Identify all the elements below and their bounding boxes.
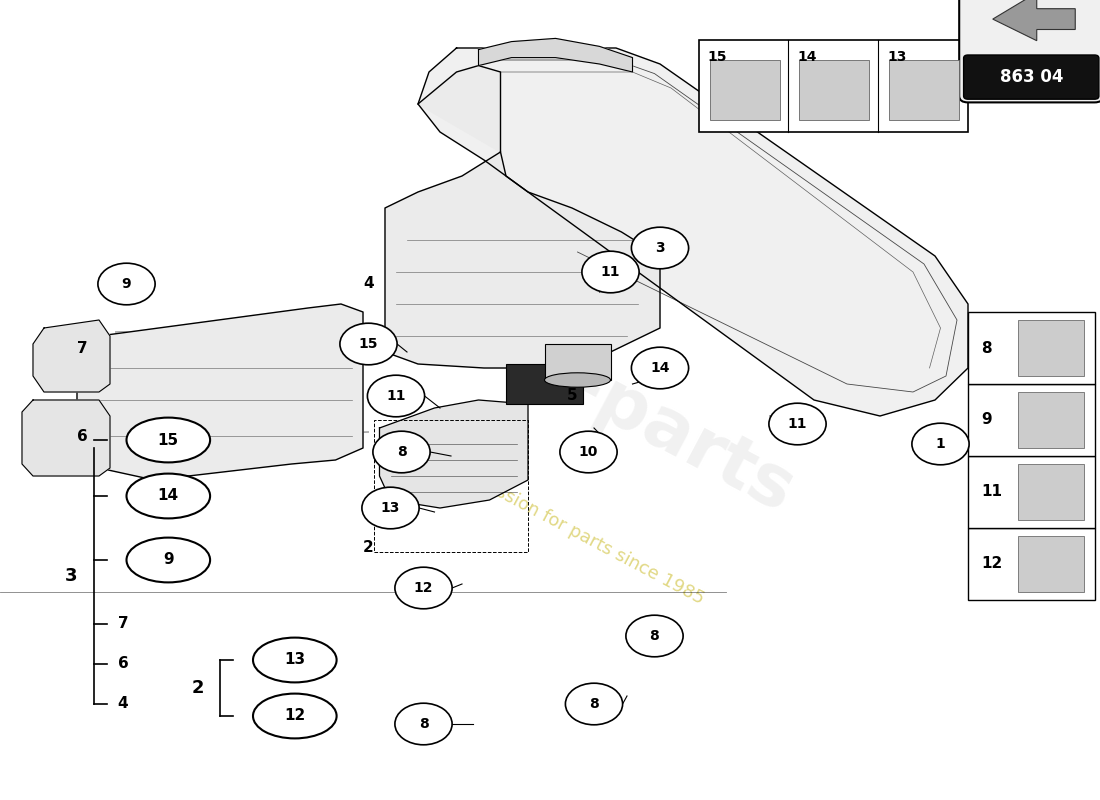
Text: 13: 13 [381, 501, 400, 515]
Text: 11: 11 [981, 485, 1002, 499]
Bar [968, 384, 1094, 456]
Polygon shape [379, 400, 528, 508]
Bar [544, 344, 610, 380]
Polygon shape [418, 48, 968, 416]
Polygon shape [77, 304, 363, 480]
Text: 15: 15 [157, 433, 179, 447]
Ellipse shape [126, 474, 210, 518]
Circle shape [395, 567, 452, 609]
Circle shape [565, 683, 623, 725]
Text: eu-parts: eu-parts [470, 305, 806, 527]
Bar [968, 312, 1094, 384]
Circle shape [626, 615, 683, 657]
Polygon shape [992, 0, 1076, 41]
Text: 14: 14 [650, 361, 670, 375]
Circle shape [340, 323, 397, 365]
Ellipse shape [253, 638, 337, 682]
Circle shape [98, 263, 155, 305]
Circle shape [367, 375, 425, 417]
Bar [1018, 464, 1084, 520]
Circle shape [395, 703, 452, 745]
Text: 9: 9 [981, 413, 992, 427]
Text: 8: 8 [590, 697, 598, 711]
Text: 13: 13 [284, 653, 306, 667]
Text: 3: 3 [65, 567, 78, 585]
Bar [968, 528, 1094, 600]
Text: 13: 13 [887, 50, 906, 64]
Bar [698, 40, 968, 132]
Circle shape [912, 423, 969, 465]
Circle shape [362, 487, 419, 529]
Text: 11: 11 [601, 265, 620, 279]
Circle shape [631, 347, 689, 389]
Circle shape [582, 251, 639, 293]
Text: 9: 9 [122, 277, 131, 291]
FancyBboxPatch shape [959, 0, 1100, 102]
Text: 7: 7 [77, 341, 88, 355]
Text: 6: 6 [77, 429, 88, 443]
Circle shape [631, 227, 689, 269]
Polygon shape [385, 66, 660, 368]
Text: 5: 5 [566, 389, 578, 403]
Text: 6: 6 [118, 657, 129, 671]
Text: 8: 8 [650, 629, 659, 643]
Text: 15: 15 [707, 50, 727, 64]
Text: 4: 4 [118, 697, 129, 711]
Bar [1018, 320, 1084, 376]
Bar [506, 364, 583, 404]
Circle shape [769, 403, 826, 445]
Polygon shape [22, 400, 110, 476]
Text: 8: 8 [981, 341, 992, 355]
Bar [374, 420, 528, 552]
Polygon shape [33, 320, 110, 392]
Text: 2: 2 [363, 541, 374, 555]
Text: 7: 7 [118, 617, 129, 631]
Text: 863 04: 863 04 [1000, 68, 1063, 86]
Text: 3: 3 [656, 241, 664, 255]
Ellipse shape [126, 538, 210, 582]
Text: 10: 10 [579, 445, 598, 459]
Bar [968, 456, 1094, 528]
Text: 14: 14 [157, 489, 179, 503]
Bar [710, 60, 780, 120]
Text: 12: 12 [414, 581, 433, 595]
Circle shape [373, 431, 430, 473]
Text: 11: 11 [386, 389, 406, 403]
Ellipse shape [126, 418, 210, 462]
Text: 1: 1 [936, 437, 945, 451]
Polygon shape [478, 38, 632, 72]
Ellipse shape [253, 694, 337, 738]
Bar [800, 60, 869, 120]
Ellipse shape [544, 373, 610, 387]
Text: 15: 15 [359, 337, 378, 351]
Text: 12: 12 [981, 557, 1002, 571]
Bar [889, 60, 959, 120]
Bar [1018, 536, 1084, 592]
Text: 11: 11 [788, 417, 807, 431]
Bar [1018, 392, 1084, 448]
Text: 4: 4 [363, 277, 374, 291]
Text: 12: 12 [284, 709, 306, 723]
Text: 8: 8 [397, 445, 406, 459]
Circle shape [560, 431, 617, 473]
Text: 14: 14 [798, 50, 816, 64]
Text: 9: 9 [163, 553, 174, 567]
FancyBboxPatch shape [964, 55, 1099, 99]
Text: a passion for parts since 1985: a passion for parts since 1985 [459, 464, 707, 608]
Text: 8: 8 [419, 717, 428, 731]
Text: 2: 2 [191, 679, 205, 697]
